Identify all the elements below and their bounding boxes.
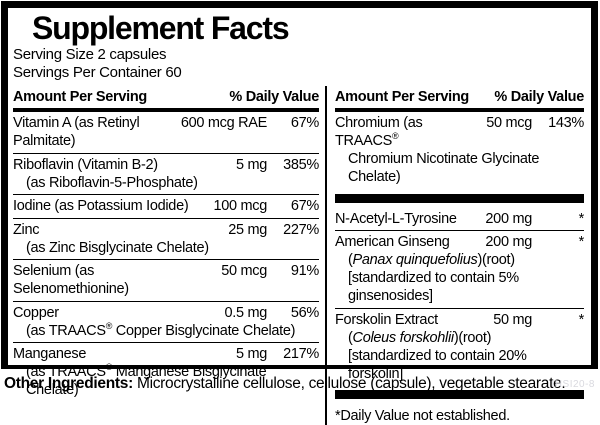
nutrient-rows-left: Vitamin A (as Retinyl Palmitate) 600 mcg … — [13, 112, 319, 402]
nutrient-daily-value: * — [578, 311, 585, 328]
nutrient-amount: 200 mg — [485, 234, 532, 250]
product-code: IHSI20-8 — [551, 379, 595, 390]
serving-size: Serving Size 2 capsules — [13, 46, 167, 63]
nutrient-row: Forskolin Extract 50 mg * (Coleus forskohli… — [335, 307, 585, 386]
registered-trademark-symbol: ® — [105, 362, 113, 373]
nutrient-row: Riboflavin (Vitamin B-2) 5 mg 385% (as Ribo… — [13, 152, 319, 195]
header-amount-per-serving: Amount Per Serving — [13, 89, 147, 105]
nutrient-subtext: (as Riboflavin-5-Phosphate) — [26, 174, 198, 191]
nutrient-subtext: (as Zinc Bisglycinate Chelate) — [26, 239, 209, 256]
nutrient-row: American Ginseng 200 mg * (Panax quinquefol… — [335, 230, 584, 308]
nutrient-daily-value: 67% — [290, 198, 319, 214]
nutrient-daily-value: 143% — [548, 115, 584, 131]
header-underline-bar — [13, 108, 319, 112]
nutrient-name: Copper — [13, 304, 59, 321]
nutrient-name: American Ginseng — [335, 234, 450, 250]
nutrient-name: Iodine (as Potassium Iodide) — [13, 198, 189, 214]
nutrient-subtext: Chromium Nicotinate Glycinate Chelate) — [348, 151, 540, 185]
header-underline-bar — [335, 108, 584, 112]
nutrient-row: Zinc 25 mg 227% (as Zinc Bisglycinate Chela… — [13, 217, 319, 260]
nutrient-row: Copper 0.5 mg 56% (as TRAACS® Copper Bisgly… — [13, 300, 319, 343]
nutrient-daily-value: 91% — [290, 263, 319, 279]
nutrient-daily-value: 67% — [290, 115, 319, 131]
other-ingredients-text: Microcrystalline cellulose, cellulose (c… — [132, 375, 566, 392]
nutrient-subtext: (Panax quinquefolius)(root) — [348, 252, 515, 268]
nutrient-row: Vitamin A (as Retinyl Palmitate) 600 mcg … — [13, 112, 319, 153]
nutrient-amount: 0.5 mg — [224, 304, 267, 321]
nutrient-amount: 25 mg — [228, 221, 267, 238]
nutrient-name: Selenium (as Selenomethionine) — [13, 263, 129, 297]
section-divider-bar — [335, 193, 584, 203]
botanical-name: Coleus forskohlii — [352, 329, 455, 346]
nutrient-subtext: [standardized to contain 20% forskolin] — [348, 347, 527, 382]
nutrient-daily-value: * — [578, 234, 585, 250]
nutrient-amount: 50 mg — [493, 311, 532, 328]
other-ingredients-label: Other Ingredients: — [4, 375, 133, 392]
nutrient-subtext: (as TRAACS® Copper Bisglycinate Chelate) — [26, 320, 296, 339]
nutrient-amount: 5 mg — [235, 156, 267, 173]
nutrient-subtext: (as TRAACS® Manganese Bisglycinate Chela… — [26, 362, 267, 398]
registered-trademark-symbol: ® — [105, 320, 113, 331]
nutrient-name: N-Acetyl-L-Tyrosine — [335, 210, 457, 227]
nutrient-row: Manganese 5 mg 217% (as TRAACS® Manganese B… — [13, 342, 319, 402]
nutrient-subtext: (Coleus forskohlii)(root) — [348, 329, 492, 346]
header-amount-per-serving: Amount Per Serving — [335, 89, 469, 105]
registered-trademark-symbol: ® — [392, 131, 399, 142]
nutrient-name: Forskolin Extract — [335, 311, 438, 328]
nutrient-row: N-Acetyl-L-Tyrosine 200 mg * — [335, 208, 584, 231]
nutrient-row: Iodine (as Potassium Iodide) 100 mcg 67% — [13, 194, 319, 218]
nutrient-subtext: [standardized to contain 5% ginsenosides… — [348, 270, 519, 304]
nutrient-daily-value: 217% — [283, 346, 319, 362]
daily-value-footnote: *Daily Value not established. — [335, 408, 510, 424]
facts-columns: Amount Per Serving % Daily Value Vitamin… — [13, 86, 584, 425]
nutrient-name: Riboflavin (Vitamin B-2) — [13, 156, 158, 173]
column-header-left: Amount Per Serving % Daily Value — [13, 86, 319, 106]
nutrient-name: Zinc — [13, 221, 40, 238]
header-percent-daily-value: % Daily Value — [229, 89, 319, 105]
nutrient-daily-value: 227% — [283, 221, 319, 238]
panel-title: Supplement Facts — [32, 10, 290, 46]
facts-column-left: Amount Per Serving % Daily Value Vitamin… — [13, 86, 325, 425]
nutrient-amount: 100 mcg — [213, 198, 267, 214]
botanical-name: Panax quinquefolius — [352, 252, 478, 268]
nutrient-daily-value: 56% — [290, 304, 319, 321]
nutrient-amount: 600 mcg RAE — [180, 115, 267, 131]
nutrient-row: Selenium (as Selenomethionine) 50 mcg 91% — [13, 259, 319, 301]
nutrient-name: Manganese — [13, 346, 87, 362]
nutrient-amount: 50 mcg — [221, 263, 267, 279]
nutrient-daily-value: * — [578, 210, 585, 227]
section-divider-bar — [335, 390, 584, 399]
nutrient-amount: 200 mg — [485, 210, 532, 227]
nutrient-amount: 5 mg — [235, 346, 267, 362]
nutrient-amount: 50 mcg — [486, 115, 532, 131]
nutrient-name: Vitamin A (as Retinyl Palmitate) — [13, 115, 140, 149]
column-header-right: Amount Per Serving % Daily Value — [335, 86, 584, 106]
header-percent-daily-value: % Daily Value — [494, 89, 584, 105]
other-ingredients-line: Other Ingredients: Microcrystalline cell… — [4, 374, 596, 393]
servings-per-container: Servings Per Container 60 — [13, 64, 182, 81]
nutrient-name: Chromium (as TRAACS® — [335, 115, 423, 149]
nutrient-row: Chromium (as TRAACS® 50 mcg 143% Chromium N… — [335, 112, 584, 189]
column-divider-line — [325, 86, 327, 425]
nutrient-daily-value: 385% — [283, 156, 319, 173]
